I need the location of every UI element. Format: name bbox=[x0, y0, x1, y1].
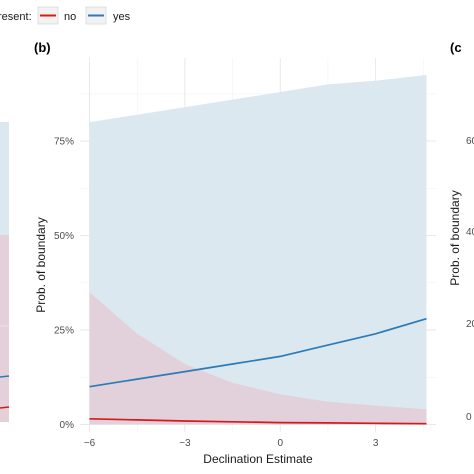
legend-label-yes: yes bbox=[113, 11, 131, 23]
left-panel-no-ribbon bbox=[0, 235, 9, 422]
ribbon-yes bbox=[89, 75, 427, 425]
series-line-yes bbox=[89, 317, 427, 388]
y-tick-label: 25% bbox=[54, 326, 74, 337]
plot-area bbox=[80, 58, 436, 432]
left-panel-partial bbox=[0, 122, 10, 422]
y-tick-label: 50% bbox=[54, 231, 74, 242]
panel-tag-c: (c bbox=[450, 40, 462, 55]
right-panel-y-axis-title: Prob. of boundary bbox=[448, 190, 462, 285]
x-tick-label: 0 bbox=[277, 438, 283, 449]
right-panel-ytick-label: 20 bbox=[466, 319, 474, 330]
panel-tag-b: (b) bbox=[34, 40, 51, 55]
y-axis-title: Prob. of boundary bbox=[34, 217, 48, 312]
right-panel-partial: (c Prob. of boundary 60 40 20 0 bbox=[448, 40, 474, 423]
x-axis-title: Declination Estimate bbox=[203, 452, 313, 466]
ribbon-no bbox=[89, 292, 427, 425]
y-tick-label: 75% bbox=[54, 137, 74, 148]
right-panel-ytick-label: 0 bbox=[466, 412, 472, 423]
x-tick-label: 3 bbox=[373, 438, 379, 449]
series-line-no bbox=[89, 417, 427, 425]
x-tick-label: −6 bbox=[84, 438, 96, 449]
x-tick-label: −3 bbox=[179, 438, 191, 449]
legend-title: resent: bbox=[0, 11, 32, 23]
left-panel-yes-line bbox=[0, 375, 10, 378]
line-layer bbox=[89, 317, 427, 425]
ribbon-layer bbox=[89, 75, 427, 425]
legend-label-no: no bbox=[64, 11, 76, 23]
y-tick-label: 0% bbox=[60, 420, 75, 431]
right-panel-ytick-label: 60 bbox=[466, 136, 474, 147]
x-axis-ticks: −6 −3 0 3 bbox=[84, 438, 379, 449]
y-axis-ticks: 0% 25% 50% 75% bbox=[54, 137, 74, 431]
left-panel-no-line bbox=[0, 406, 10, 409]
right-panel-ytick-label: 40 bbox=[466, 227, 474, 238]
legend: resent: no yes bbox=[0, 6, 131, 25]
